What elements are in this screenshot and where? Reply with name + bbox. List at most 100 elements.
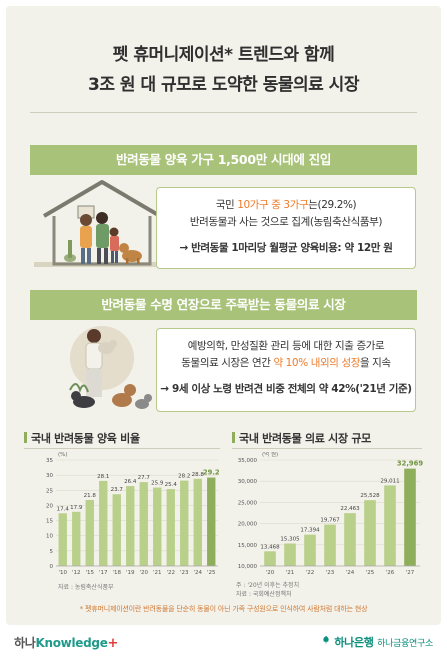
footnote: * 펫휴머니제이션이란 반려동물을 단순히 동물이 아닌 가족 구성원으로 인식… xyxy=(79,605,368,613)
data-label: 29,011 xyxy=(380,478,399,484)
y-unit-label: (%) xyxy=(58,452,68,458)
bar xyxy=(166,489,175,566)
x-tick-label: '24 xyxy=(193,570,202,576)
footer: 하나Knowledge+ 하나은행 하나금융연구소 xyxy=(0,625,447,660)
section2-line2: 동물의료 시장은 연간 약 10% 내외의 성장을 지속 xyxy=(157,355,415,370)
hana-knowledge-logo: 하나Knowledge+ xyxy=(14,634,118,651)
section1-infobox: 국민 10가구 중 3가구는(29.2%) 반려동물과 사는 것으로 집계(농림… xyxy=(156,187,416,269)
title-accent xyxy=(24,432,27,443)
data-label: 17.4 xyxy=(57,506,70,512)
right-chart-title: 국내 반려동물 의료 시장 규모 xyxy=(232,430,371,446)
x-tick-label: '20 xyxy=(139,570,148,576)
title-accent xyxy=(232,432,235,443)
bar xyxy=(384,485,396,566)
hana-bank-logo: 하나은행 하나금융연구소 xyxy=(321,634,433,650)
hana-leaf-icon xyxy=(323,636,329,646)
bar xyxy=(112,494,121,566)
logo-right-bank: 하나은행 xyxy=(334,636,374,649)
logo-left-plus: + xyxy=(107,636,119,651)
data-label: 25.4 xyxy=(165,482,178,488)
data-label: 26.4 xyxy=(124,479,137,485)
y-tick-label: 20 xyxy=(46,503,53,509)
logo-left-text: 하나 xyxy=(14,636,36,650)
right-chart-divider xyxy=(232,448,422,449)
y-tick-label: 20,000 xyxy=(238,522,258,528)
data-label: 23.7 xyxy=(111,487,124,493)
infographic-card: 펫 휴머니제이션* 트렌드와 함께 3조 원 대 규모로 도약한 동물의료 시장… xyxy=(6,6,441,625)
y-tick-label: 35,000 xyxy=(238,458,258,464)
left-chart-title: 국내 반려동물 양육 비율 xyxy=(24,430,140,446)
bar xyxy=(264,551,276,566)
y-tick-label: 0 xyxy=(50,564,54,570)
bar xyxy=(364,500,376,566)
section2-highlight: 약 10% 내외의 성장 xyxy=(273,357,360,369)
x-tick-label: '23 xyxy=(326,570,335,576)
bar xyxy=(99,480,108,566)
page-title-line2: 3조 원 대 규모로 도약한 동물의료 시장 xyxy=(88,75,359,95)
page-title-line1: 펫 휴머니제이션* 트렌드와 함께 xyxy=(112,45,335,65)
x-tick-label: '21 xyxy=(286,570,295,576)
data-label: 17.9 xyxy=(70,505,83,511)
x-tick-label: '10 xyxy=(58,570,67,576)
y-tick-label: 15,000 xyxy=(238,543,258,549)
bar xyxy=(85,499,94,566)
data-label: 25.9 xyxy=(151,481,164,487)
data-label: 19,767 xyxy=(320,518,340,524)
bar xyxy=(304,534,316,566)
x-tick-label: '12 xyxy=(72,570,81,576)
x-tick-label: '27 xyxy=(406,570,415,576)
logo-left-knowledge: Knowledge xyxy=(35,636,108,650)
right-chart-note: 주 : '20년 이후는 추정치 xyxy=(236,582,300,589)
bar xyxy=(404,468,416,566)
family-house-illustration xyxy=(34,180,169,267)
section1-highlight: 10가구 중 3가구 xyxy=(237,199,309,211)
section2-infobox: 예방의학, 만성질환 관리 등에 대한 지출 증가로 동물의료 시장은 연간 약… xyxy=(156,328,416,412)
section2-line3: → 9세 이상 노령 반려견 비중 전체의 약 42%('21년 기준) xyxy=(160,383,412,395)
section2-banner: 반려동물 수명 연장으로 주목받는 동물의료 시장 xyxy=(30,290,417,320)
bar xyxy=(139,482,148,566)
title-divider xyxy=(30,112,417,113)
data-label: 32,969 xyxy=(397,460,423,468)
left-chart-source: 자료 : 농림축산식품부 xyxy=(58,584,114,591)
x-tick-label: '23 xyxy=(180,570,189,576)
bar xyxy=(344,513,356,566)
left-chart-divider xyxy=(24,448,220,449)
x-tick-label: '22 xyxy=(306,570,315,576)
data-label: 22,463 xyxy=(340,506,360,512)
data-label: 17,394 xyxy=(300,528,320,534)
x-tick-label: '17 xyxy=(99,570,108,576)
y-tick-label: 10,000 xyxy=(238,564,258,570)
x-tick-label: '24 xyxy=(346,570,355,576)
x-tick-label: '18 xyxy=(112,570,121,576)
data-label: 28.2 xyxy=(178,474,190,480)
section1-line2: 반려동물과 사는 것으로 집계(농림축산식품부) xyxy=(189,216,383,228)
left-chart-title-text: 국내 반려동물 양육 비율 xyxy=(31,432,140,445)
y-tick-label: 35 xyxy=(46,458,53,464)
section1-line3: → 반려동물 1마리당 월평균 양육비용: 약 12만 원 xyxy=(179,242,393,254)
left-bar-chart: (%) 0 5 10 15 20 25 30 35 17.4 '10 17.9 '12 21.8 '15 28… xyxy=(46,452,220,576)
y-tick-label: 30 xyxy=(46,473,53,479)
bar xyxy=(58,513,67,566)
section1-line1: 국민 10가구 중 3가구는(29.2%) xyxy=(157,197,415,212)
y-tick-label: 5 xyxy=(50,549,54,555)
y-tick-label: 30,000 xyxy=(238,479,258,485)
vet-pets-illustration xyxy=(69,326,152,409)
x-tick-label: '22 xyxy=(166,570,175,576)
x-tick-label: '20 xyxy=(266,570,275,576)
data-label: 28.8 xyxy=(192,472,205,478)
data-label: 28.1 xyxy=(97,474,109,480)
y-tick-label: 10 xyxy=(46,534,53,540)
x-tick-label: '21 xyxy=(153,570,162,576)
y-tick-label: 25 xyxy=(46,488,53,494)
x-tick-label: '19 xyxy=(126,570,135,576)
bar xyxy=(207,477,216,566)
data-label: 27.7 xyxy=(138,475,151,481)
bar xyxy=(180,480,189,566)
y-unit-label: (억 원) xyxy=(262,452,278,458)
y-tick-label: 25,000 xyxy=(238,500,258,506)
data-label: 13,468 xyxy=(260,544,280,550)
data-label: 21.8 xyxy=(84,493,97,499)
section2-line2-prefix: 동물의료 시장은 연간 xyxy=(181,357,274,369)
data-label: 29.2 xyxy=(203,469,220,477)
